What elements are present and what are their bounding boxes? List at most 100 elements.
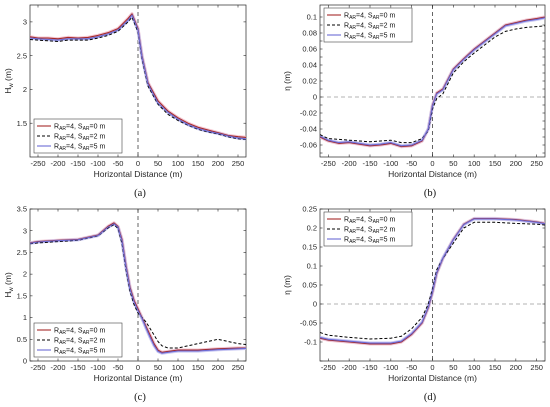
legend-entry-s5: RAR=4, SAR=5 m — [54, 348, 105, 357]
x-tick-label: 200 — [212, 159, 225, 168]
legend-entry-s0: RAR=4, SAR=0 m — [344, 217, 395, 226]
panel-a: -250 -200 -150 -100 -50 0 50 100 150 200 250 1.5 2 2.… — [0, 0, 275, 204]
y-axis-label: Hw (m) — [3, 68, 15, 94]
y-tick-label: 2.5 — [17, 248, 27, 257]
panel-label: (a) — [134, 188, 146, 199]
series-line-s5 — [30, 14, 246, 140]
y-tick-label: -0.1 — [304, 338, 317, 347]
x-tick-label: -150 — [362, 159, 377, 168]
x-tick-label: -150 — [70, 363, 85, 372]
y-tick-label: 0.06 — [302, 45, 317, 54]
x-tick-label: -250 — [30, 159, 45, 168]
x-tick-label: 50 — [449, 159, 457, 168]
x-tick-label: -250 — [321, 159, 336, 168]
legend-entry-s2: RAR=4, SAR=2 m — [54, 338, 105, 347]
x-tick-label: 200 — [510, 363, 523, 372]
x-tick-label: 200 — [212, 363, 225, 372]
y-axis-label: η (m) — [282, 71, 292, 91]
chart-b: -250 -200 -150 -100 -50 0 50 100 150 200 250 -0.06 -… — [282, 4, 546, 199]
series-line-s2 — [30, 224, 246, 349]
x-tick-label: -50 — [113, 159, 124, 168]
x-tick-label: 100 — [172, 363, 185, 372]
x-tick-label: 250 — [232, 159, 245, 168]
x-tick-label: -250 — [321, 363, 336, 372]
x-axis-label: Horizontal Distance (m) — [388, 169, 477, 179]
series-line-s2 — [320, 25, 545, 144]
x-tick-label: -200 — [342, 159, 357, 168]
panel-c: -250 -200 -150 -100 -50 0 50 100 150 200 250 0 0.5 1 1… — [0, 204, 275, 407]
series-group — [320, 216, 545, 346]
x-tick-label: 150 — [192, 159, 205, 168]
y-tick-label: -0.05 — [300, 319, 317, 328]
y-tick-label: 0.04 — [302, 61, 317, 70]
x-tick-label: -150 — [70, 159, 85, 168]
x-tick-label: -50 — [406, 363, 417, 372]
y-tick-label: 0.05 — [302, 281, 317, 290]
x-tick-label: -100 — [90, 159, 105, 168]
x-tick-label: -100 — [90, 363, 105, 372]
y-tick-label: 2.5 — [17, 51, 27, 60]
x-tick-label: -100 — [383, 363, 398, 372]
series-line-s2 — [320, 221, 545, 340]
legend-entry-s5: RAR=4, SAR=5 m — [54, 144, 105, 153]
legend-entry-s2: RAR=4, SAR=2 m — [54, 134, 105, 143]
y-tick-label: 0.1 — [307, 262, 317, 271]
y-tick-label: 0 — [313, 300, 317, 309]
x-tick-label: 100 — [172, 159, 185, 168]
y-tick-label: -0.04 — [300, 125, 317, 134]
panel-label: (d) — [424, 392, 437, 403]
x-tick-label: -250 — [30, 363, 45, 372]
y-tick-label: 1.5 — [17, 291, 27, 300]
x-axis-label: Horizontal Distance (m) — [388, 373, 477, 383]
legend-entry-s2: RAR=4, SAR=2 m — [344, 23, 395, 32]
y-tick-label: 0.5 — [17, 335, 27, 344]
y-tick-label: 0.02 — [302, 77, 317, 86]
y-axis-label: η (m) — [282, 275, 292, 295]
panel-label: (b) — [424, 188, 437, 199]
x-tick-label: 150 — [192, 363, 205, 372]
x-tick-label: 250 — [232, 363, 245, 372]
y-tick-label: 0.25 — [302, 205, 317, 214]
x-tick-label: 50 — [154, 159, 162, 168]
y-tick-label: 0.1 — [307, 13, 317, 22]
x-tick-label: 0 — [136, 159, 140, 168]
x-axis-label: Horizontal Distance (m) — [94, 169, 183, 179]
y-tick-label: 0 — [313, 93, 317, 102]
panel-d: -250 -200 -150 -100 -50 0 50 100 150 200 250 -0.1 -0… — [275, 204, 550, 407]
series-line-s5 — [30, 223, 246, 354]
series-group — [320, 15, 545, 149]
panel-label: (c) — [134, 392, 146, 403]
x-tick-label: 50 — [449, 363, 457, 372]
y-axis-label: Hw (m) — [3, 272, 15, 298]
x-axis-label: Horizontal Distance (m) — [94, 373, 183, 383]
y-tick-label: -0.02 — [300, 109, 317, 118]
chart-a: -250 -200 -150 -100 -50 0 50 100 150 200 250 1.5 2 2.… — [3, 4, 247, 199]
x-tick-label: 250 — [530, 159, 543, 168]
panel-b: -250 -200 -150 -100 -50 0 50 100 150 200 250 -0.06 -… — [275, 0, 550, 204]
x-tick-label: -50 — [113, 363, 124, 372]
x-tick-label: 0 — [430, 159, 434, 168]
x-tick-label: -50 — [406, 159, 417, 168]
y-tick-label: 0.08 — [302, 29, 317, 38]
y-tick-label: 1 — [23, 313, 27, 322]
x-tick-label: 100 — [468, 159, 481, 168]
y-tick-label: 2 — [23, 270, 27, 279]
x-tick-label: 200 — [510, 159, 523, 168]
x-tick-label: -100 — [383, 159, 398, 168]
x-tick-label: -150 — [362, 363, 377, 372]
legend-entry-s5: RAR=4, SAR=5 m — [344, 33, 395, 42]
series-line-s5 — [320, 17, 545, 147]
series-line-s5 — [320, 218, 545, 344]
chart-d: -250 -200 -150 -100 -50 0 50 100 150 200 250 -0.1 -0… — [282, 205, 546, 403]
y-tick-label: 3 — [23, 17, 27, 26]
x-tick-label: 0 — [136, 363, 140, 372]
legend-entry-s5: RAR=4, SAR=5 m — [344, 237, 395, 246]
legend-entry-s0: RAR=4, SAR=0 m — [54, 124, 105, 133]
legend-entry-s0: RAR=4, SAR=0 m — [344, 13, 395, 22]
y-tick-label: 3 — [23, 226, 27, 235]
legend-entry-s0: RAR=4, SAR=0 m — [54, 328, 105, 337]
x-tick-label: -200 — [50, 363, 65, 372]
